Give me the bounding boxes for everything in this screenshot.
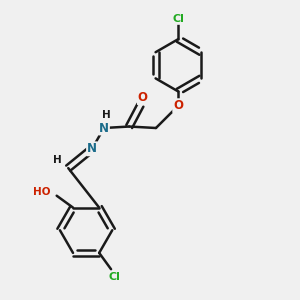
Text: N: N	[87, 142, 97, 155]
Text: O: O	[173, 99, 183, 112]
Text: H: H	[102, 110, 111, 120]
Text: Cl: Cl	[172, 14, 184, 24]
Text: HO: HO	[33, 187, 51, 197]
Text: O: O	[138, 91, 148, 104]
Text: H: H	[52, 155, 61, 165]
Text: Cl: Cl	[108, 272, 120, 282]
Text: N: N	[99, 122, 109, 134]
